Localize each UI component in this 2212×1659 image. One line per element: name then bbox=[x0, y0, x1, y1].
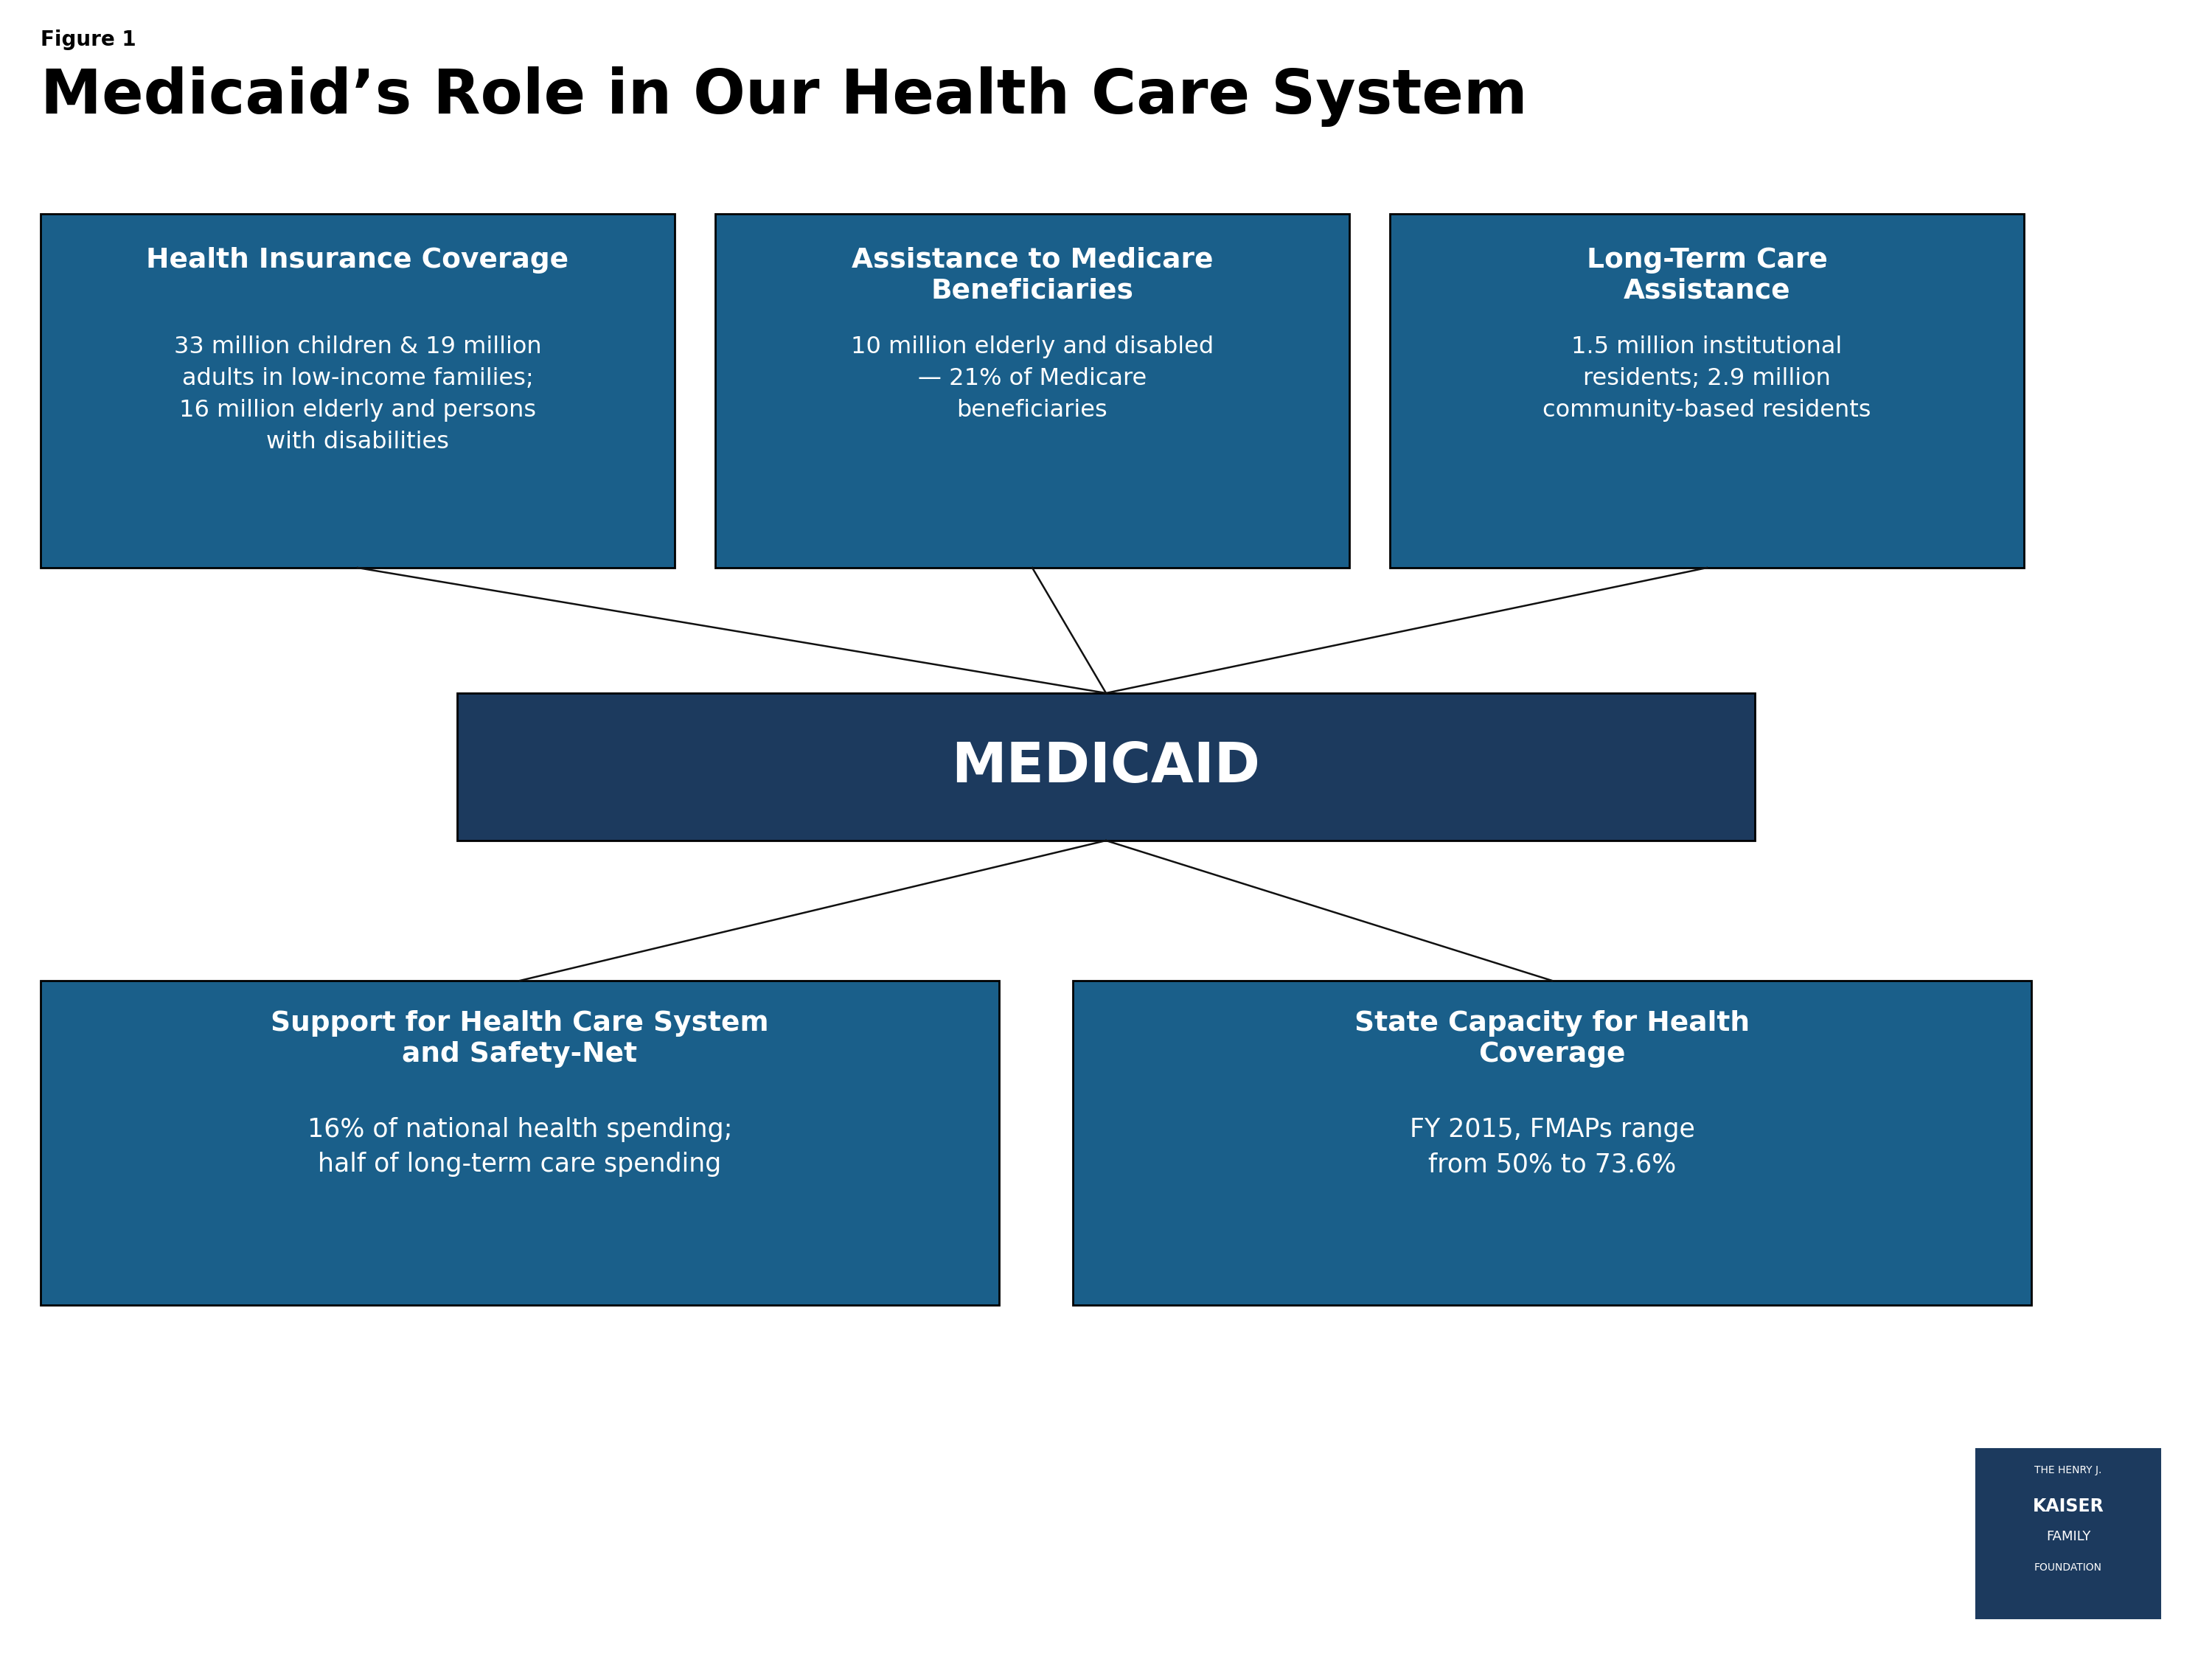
Text: KAISER: KAISER bbox=[2033, 1498, 2104, 1515]
Text: FOUNDATION: FOUNDATION bbox=[2035, 1563, 2101, 1573]
Text: 33 million children & 19 million
adults in low-income families;
16 million elder: 33 million children & 19 million adults … bbox=[175, 335, 542, 453]
Text: FAMILY: FAMILY bbox=[2046, 1530, 2090, 1543]
Text: Assistance to Medicare
Beneficiaries: Assistance to Medicare Beneficiaries bbox=[852, 247, 1212, 304]
Text: 1.5 million institutional
residents; 2.9 million
community-based residents: 1.5 million institutional residents; 2.9… bbox=[1542, 335, 1871, 421]
FancyBboxPatch shape bbox=[40, 214, 675, 567]
Text: 10 million elderly and disabled
— 21% of Medicare
beneficiaries: 10 million elderly and disabled — 21% of… bbox=[852, 335, 1214, 421]
Text: Figure 1: Figure 1 bbox=[40, 30, 137, 50]
Text: 16% of national health spending;
half of long-term care spending: 16% of national health spending; half of… bbox=[307, 1117, 732, 1178]
Text: Medicaid’s Role in Our Health Care System: Medicaid’s Role in Our Health Care Syste… bbox=[40, 66, 1528, 126]
Text: MEDICAID: MEDICAID bbox=[951, 740, 1261, 793]
Text: Support for Health Care System
and Safety-Net: Support for Health Care System and Safet… bbox=[270, 1010, 770, 1067]
Text: State Capacity for Health
Coverage: State Capacity for Health Coverage bbox=[1354, 1010, 1750, 1067]
FancyBboxPatch shape bbox=[40, 980, 1000, 1306]
FancyBboxPatch shape bbox=[458, 693, 1754, 841]
Text: THE HENRY J.: THE HENRY J. bbox=[2035, 1465, 2101, 1475]
Text: FY 2015, FMAPs range
from 50% to 73.6%: FY 2015, FMAPs range from 50% to 73.6% bbox=[1409, 1117, 1694, 1178]
Text: Health Insurance Coverage: Health Insurance Coverage bbox=[146, 247, 568, 274]
FancyBboxPatch shape bbox=[1389, 214, 2024, 567]
Text: Long-Term Care
Assistance: Long-Term Care Assistance bbox=[1586, 247, 1827, 304]
FancyBboxPatch shape bbox=[1073, 980, 2031, 1306]
FancyBboxPatch shape bbox=[714, 214, 1349, 567]
FancyBboxPatch shape bbox=[1975, 1448, 2161, 1619]
